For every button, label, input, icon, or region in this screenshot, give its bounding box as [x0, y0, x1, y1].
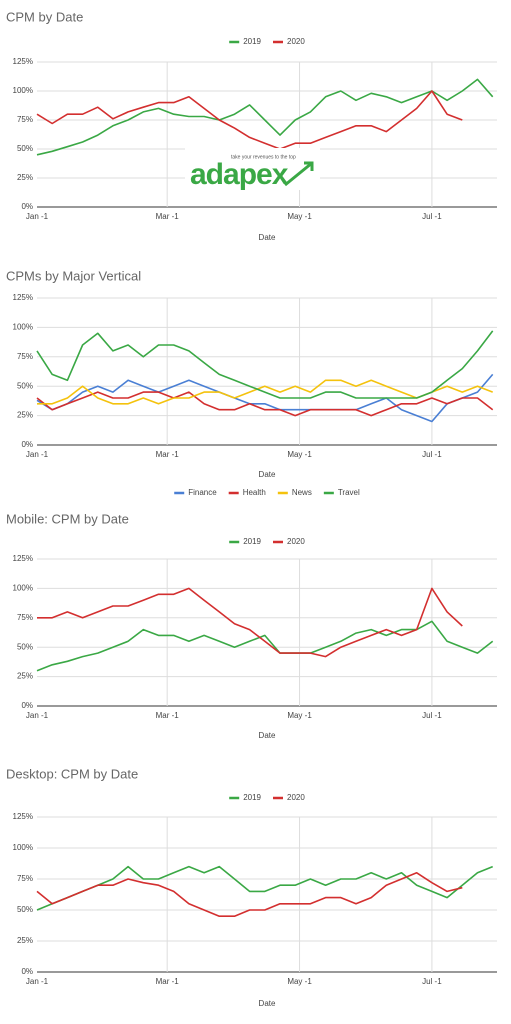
x-tick-label: Jan -1 [26, 977, 49, 986]
x-tick-label: May -1 [287, 711, 312, 720]
series-line [37, 587, 463, 658]
y-tick-label: 125% [13, 57, 33, 66]
chart: Mobile: CPM by Date 0% 25% 50% 75% 100% 125% Ja… [6, 511, 497, 740]
legend: 2019 2020 [229, 793, 305, 802]
x-tick-label: May -1 [287, 977, 312, 986]
y-tick-label: 25% [17, 936, 33, 945]
legend: 2019 2020 [229, 537, 305, 546]
legend-label: 2020 [287, 793, 305, 802]
y-tick-label: 0% [21, 701, 33, 710]
y-tick-label: 100% [13, 86, 33, 95]
y-tick-label: 125% [13, 293, 33, 302]
legend-label: 2019 [243, 537, 261, 546]
legend-label: News [292, 488, 312, 497]
y-tick-label: 125% [13, 554, 33, 563]
y-tick-label: 25% [17, 173, 33, 182]
y-tick-label: 50% [17, 642, 33, 651]
x-axis-label: Date [259, 731, 276, 740]
logo-bg [185, 148, 320, 190]
x-tick-label: May -1 [287, 212, 312, 221]
x-tick-label: Jan -1 [26, 711, 49, 720]
x-tick-label: Jan -1 [26, 450, 49, 459]
chart: Desktop: CPM by Date 0% 25% 50% 75% 100% 125% J… [6, 766, 497, 1008]
legend-label: Health [243, 488, 266, 497]
series-line [36, 865, 494, 911]
series-line [36, 78, 494, 156]
x-axis-label: Date [259, 233, 276, 242]
chart-title: CPM by Date [6, 9, 83, 24]
y-tick-label: 25% [17, 411, 33, 420]
y-tick-label: 25% [17, 672, 33, 681]
y-tick-label: 100% [13, 323, 33, 332]
logo-tagline: take your revenues to the top [231, 154, 296, 160]
y-tick-label: 50% [17, 381, 33, 390]
x-tick-label: Jul -1 [422, 711, 442, 720]
y-tick-label: 125% [13, 812, 33, 821]
y-tick-label: 75% [17, 115, 33, 124]
series-line [36, 872, 463, 917]
legend-label: 2020 [287, 537, 305, 546]
legend-label: 2019 [243, 37, 261, 46]
y-tick-label: 100% [13, 584, 33, 593]
y-tick-label: 75% [17, 874, 33, 883]
x-tick-label: Jul -1 [422, 450, 442, 459]
x-tick-label: Jan -1 [26, 212, 49, 221]
y-tick-label: 0% [21, 967, 33, 976]
series-line [36, 90, 463, 150]
chart-title: CPMs by Major Vertical [6, 268, 141, 283]
x-axis-label: Date [259, 999, 276, 1008]
chart-title: Mobile: CPM by Date [6, 511, 129, 526]
x-tick-label: Mar -1 [156, 450, 180, 459]
y-tick-label: 0% [21, 202, 33, 211]
chart: CPMs by Major Vertical 0% 25% 50% 75% 100% 125… [6, 268, 497, 497]
x-tick-label: Mar -1 [156, 711, 180, 720]
x-tick-label: Mar -1 [156, 977, 180, 986]
x-tick-label: Jul -1 [422, 212, 442, 221]
legend-label: 2020 [287, 37, 305, 46]
series-line [36, 330, 494, 399]
logo-arrow [284, 161, 314, 187]
series-line [36, 620, 494, 672]
x-axis-label: Date [259, 470, 276, 479]
x-tick-label: May -1 [287, 450, 312, 459]
legend-label: 2019 [243, 793, 261, 802]
chart-title: Desktop: CPM by Date [6, 766, 138, 781]
legend-label: Finance [188, 488, 217, 497]
y-tick-label: 75% [17, 613, 33, 622]
series-line [36, 391, 494, 417]
y-tick-label: 100% [13, 843, 33, 852]
logo: take your revenues to the top adapex [185, 148, 320, 191]
series-line [36, 373, 494, 423]
legend: Finance Health News Travel [174, 488, 360, 497]
y-tick-label: 0% [21, 440, 33, 449]
y-tick-label: 75% [17, 352, 33, 361]
legend: 2019 2020 [229, 37, 305, 46]
logo-name: adapex [190, 158, 289, 191]
x-tick-label: Jul -1 [422, 977, 442, 986]
legend-label: Travel [338, 488, 360, 497]
y-tick-label: 50% [17, 905, 33, 914]
x-tick-label: Mar -1 [156, 212, 180, 221]
y-tick-label: 50% [17, 144, 33, 153]
chart: CPM by Date 0% 25% 50% 75% 100% 125% Jan -1 Mar … [6, 9, 497, 242]
